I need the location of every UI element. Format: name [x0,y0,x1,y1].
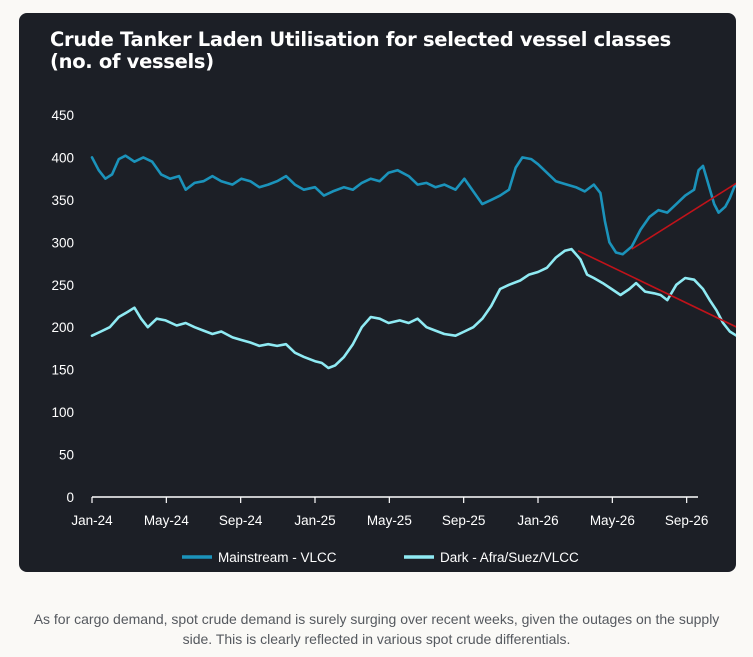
legend: Mainstream - VLCC Dark - Afra/Suez/VLCC [182,550,579,565]
y-tick-label: 100 [51,405,74,420]
x-tick-label: Sep-25 [442,513,486,528]
x-tick-label: May-25 [367,513,412,528]
y-tick-label: 200 [51,320,74,335]
y-tick-label: 300 [51,235,74,250]
x-tick-label: May-26 [590,513,635,528]
x-tick-label: Jan-26 [517,513,558,528]
trend-arrow-down [577,250,736,328]
annotation-layer [577,182,736,328]
chart-card: Crude Tanker Laden Utilisation for selec… [19,13,736,572]
x-axis: Jan-24 May-24 Sep-24 Jan-25 May-25 Sep-25 Jan-… [71,496,709,528]
y-tick-label: 150 [51,363,74,378]
chart-subtitle: (no. of vessels) [50,50,214,73]
x-tick-label: Jan-24 [71,513,113,528]
legend-label: Dark - Afra/Suez/VLCC [440,550,579,565]
legend-label: Mainstream - VLCC [218,550,337,565]
y-tick-label: 0 [66,490,74,505]
x-tick-label: Sep-26 [665,513,709,528]
line-chart: 0 50 100 150 200 250 300 350 400 450 Jan-24 May-24… [51,108,736,565]
trend-arrow-up [631,182,736,250]
y-tick-label: 50 [59,448,74,463]
chart-title-block: Crude Tanker Laden Utilisation for selec… [50,29,710,73]
x-tick-label: May-24 [144,513,190,528]
caption-text: As for cargo demand, spot crude demand i… [33,611,720,647]
series-line-mainstream-vlcc [90,154,736,256]
series-layer [90,154,736,370]
y-tick-label: 250 [51,278,74,293]
x-tick-label: Sep-24 [219,513,263,528]
series-line-dark-afra-suez-vlcc [90,247,736,370]
y-tick-label: 450 [51,108,74,123]
x-tick-label: Jan-25 [294,513,335,528]
y-tick-label: 350 [51,193,74,208]
y-axis: 0 50 100 150 200 250 300 350 400 450 [51,108,74,505]
chart-title: Crude Tanker Laden Utilisation for selec… [50,28,671,51]
y-tick-label: 400 [51,150,74,165]
